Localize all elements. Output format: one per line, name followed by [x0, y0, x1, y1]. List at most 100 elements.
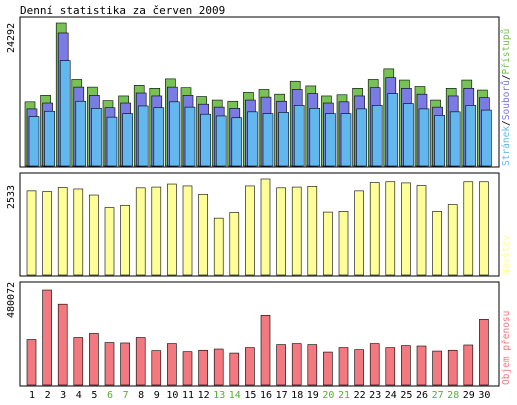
- side-label-part: /: [501, 120, 512, 126]
- bar-visits-day-24: [385, 181, 396, 276]
- bar-visits-day-20: [323, 211, 333, 276]
- day-label: 11: [182, 390, 194, 401]
- bar-pages-day-24: [387, 93, 399, 167]
- bar-pages-day-22: [356, 108, 367, 167]
- bar-visits-day-17: [276, 187, 286, 276]
- bar-kbytes-day-28: [447, 349, 458, 386]
- panel-border: [19, 281, 500, 387]
- bar-pages-day-4: [75, 100, 87, 167]
- bar-kbytes-day-18: [291, 343, 302, 386]
- bar-pages-day-14: [231, 117, 243, 167]
- bar-visits-day-10: [167, 183, 177, 276]
- bar-kbytes-day-1: [26, 339, 37, 386]
- bar-pages-day-7: [122, 113, 133, 167]
- bar-pages-day-13: [215, 115, 227, 167]
- bar-kbytes-day-30: [479, 319, 489, 386]
- bar-visits-day-14: [229, 212, 240, 276]
- bar-kbytes-day-24: [385, 347, 396, 386]
- bar-visits-day-4: [73, 188, 84, 276]
- panel-bottom: 480072 Objem přenosu: [6, 281, 512, 387]
- day-label: 18: [291, 390, 303, 401]
- day-label: 1: [29, 390, 35, 401]
- bar-visits-day-26: [416, 185, 427, 276]
- bar-visits-day-30: [479, 181, 489, 276]
- bar-kbytes-day-25: [401, 345, 411, 386]
- bar-pages-day-21: [340, 113, 352, 167]
- bar-visits-day-21: [338, 211, 349, 276]
- bar-visits-day-8: [135, 187, 146, 276]
- day-label: 24: [385, 390, 397, 401]
- bar-kbytes-day-13: [213, 348, 224, 386]
- day-axis-labels: 1 2 3 4 5 6 7 8 9 10 11 12 13 14 15 16 17 18 19 20 21 22 23 24 2…: [29, 390, 490, 401]
- bar-visits-day-22: [354, 190, 364, 276]
- bar-kbytes-day-9: [151, 350, 162, 386]
- bar-visits-day-28: [447, 204, 458, 276]
- bar-kbytes-day-27: [432, 350, 442, 386]
- bar-kbytes-day-17: [276, 344, 286, 386]
- bar-kbytes-day-29: [463, 344, 474, 386]
- bar-kbytes-day-14: [229, 352, 240, 386]
- bar-visits-day-27: [432, 211, 442, 276]
- bar-kbytes-day-16: [260, 314, 271, 386]
- bar-kbytes-day-12: [198, 349, 208, 386]
- bar-kbytes-day-6: [104, 342, 115, 386]
- day-label: 8: [138, 390, 144, 401]
- bar-visits-day-23: [369, 182, 380, 276]
- bar-visits-day-13: [213, 217, 224, 276]
- chart-title: Denní statistika za červen 2009: [20, 4, 225, 17]
- bar-visits-day-25: [401, 182, 411, 276]
- day-label: 13: [213, 390, 225, 401]
- bar-visits-day-15: [245, 185, 255, 276]
- bar-pages-day-2: [44, 110, 55, 167]
- day-label: 9: [154, 390, 160, 401]
- bar-pages-day-19: [309, 108, 321, 167]
- side-label-part: /: [501, 74, 512, 80]
- side-label-part: Stránek: [501, 126, 512, 166]
- day-label: 17: [276, 390, 288, 401]
- day-label: 15: [244, 390, 256, 401]
- day-label: 22: [354, 390, 366, 401]
- y-max-label: 24292: [6, 23, 17, 53]
- series-visits: [26, 178, 489, 276]
- bar-kbytes-day-4: [73, 337, 84, 386]
- bar-pages-day-27: [434, 115, 445, 167]
- bar-kbytes-day-22: [354, 349, 364, 386]
- day-label: 20: [322, 390, 334, 401]
- side-label-part: Souborů: [501, 80, 512, 120]
- bar-pages-day-11: [184, 106, 196, 167]
- bar-pages-day-25: [403, 103, 414, 167]
- bar-kbytes-day-15: [245, 347, 255, 386]
- bar-kbytes-day-19: [307, 344, 318, 386]
- day-label: 4: [76, 390, 82, 401]
- bar-pages-day-30: [481, 109, 492, 167]
- bar-pages-day-6: [106, 116, 118, 167]
- bar-pages-day-15: [247, 111, 258, 167]
- side-label: Objem přenosu: [501, 311, 512, 385]
- day-label: 28: [447, 390, 459, 401]
- bar-kbytes-day-20: [323, 351, 333, 386]
- y-max-label: 2533: [6, 185, 17, 209]
- day-label: 29: [463, 390, 475, 401]
- bar-visits-day-2: [42, 191, 52, 276]
- bar-pages-day-12: [200, 113, 211, 167]
- bar-visits-day-12: [198, 193, 208, 276]
- bar-kbytes-day-3: [57, 303, 68, 386]
- bar-pages-day-29: [465, 105, 477, 167]
- bar-pages-day-18: [293, 105, 305, 167]
- day-label: 25: [400, 390, 412, 401]
- bar-pages-day-20: [325, 113, 336, 167]
- bar-kbytes-day-11: [182, 351, 193, 386]
- y-max-label: 480072: [6, 282, 17, 318]
- bar-visits-day-7: [120, 204, 130, 276]
- bar-pages-day-28: [449, 111, 461, 167]
- day-label: 2: [45, 390, 51, 401]
- bar-visits-day-19: [307, 186, 318, 276]
- day-label: 3: [60, 390, 66, 401]
- day-label: 27: [432, 390, 444, 401]
- day-label: 16: [260, 390, 272, 401]
- bar-visits-day-29: [463, 181, 474, 276]
- bar-visits-day-18: [291, 186, 302, 276]
